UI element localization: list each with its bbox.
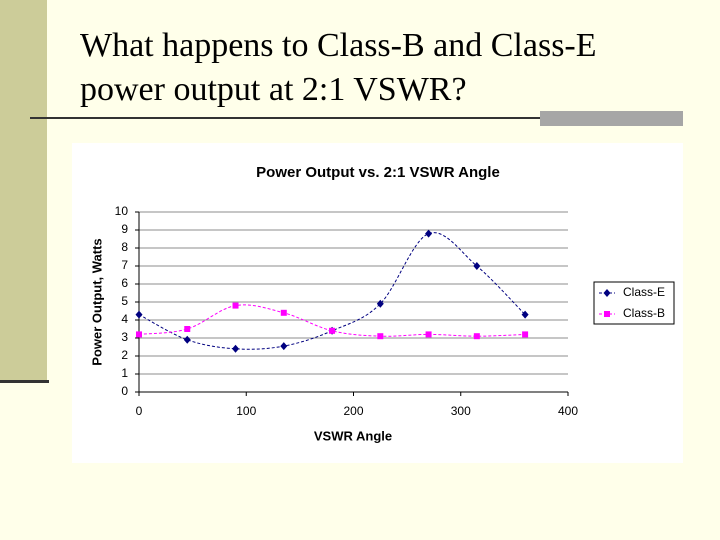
- side-strip: [0, 0, 47, 380]
- slide-title: What happens to Class-B and Class-E powe…: [80, 27, 597, 108]
- y-tick-label: 8: [121, 240, 128, 254]
- legend-marker: [604, 311, 610, 317]
- x-tick-label: 0: [136, 404, 143, 418]
- point: [183, 335, 191, 344]
- side-rule: [0, 380, 49, 383]
- y-axis-title: Power Output, Watts: [89, 238, 104, 365]
- y-tick-label: 10: [115, 204, 129, 218]
- point: [136, 331, 142, 338]
- y-tick-label: 1: [121, 366, 128, 380]
- legend-marker: [603, 289, 611, 297]
- point: [425, 331, 432, 338]
- x-axis-title: VSWR Angle: [314, 428, 392, 443]
- point: [280, 342, 288, 351]
- point: [377, 333, 384, 340]
- chart-title: Power Output vs. 2:1 VSWR Angle: [256, 164, 500, 181]
- point: [473, 262, 481, 270]
- y-tick-label: 5: [121, 294, 128, 308]
- point: [376, 299, 384, 308]
- title-block: [540, 111, 683, 126]
- chart-area: [72, 143, 683, 463]
- x-tick-label: 200: [343, 404, 363, 418]
- legend-label: Class-B: [623, 306, 665, 320]
- y-tick-label: 3: [121, 330, 128, 344]
- point: [280, 309, 287, 316]
- title-rule: [30, 117, 683, 119]
- x-tick-label: 100: [236, 404, 256, 418]
- point: [135, 310, 143, 319]
- y-tick-label: 0: [121, 384, 128, 398]
- x-tick-label: 400: [558, 404, 578, 418]
- point: [232, 344, 240, 353]
- point: [473, 333, 480, 340]
- y-tick-label: 9: [121, 222, 128, 236]
- point: [329, 327, 336, 334]
- point: [425, 229, 433, 238]
- x-tick-label: 300: [451, 404, 471, 418]
- y-tick-label: 4: [121, 312, 128, 326]
- series-line: [138, 232, 526, 350]
- y-tick-label: 2: [121, 348, 128, 362]
- legend-label: Class-E: [623, 285, 665, 299]
- point: [521, 310, 529, 319]
- point: [184, 326, 191, 332]
- y-tick-label: 6: [121, 276, 128, 290]
- point: [232, 302, 239, 309]
- y-tick-label: 7: [121, 258, 128, 272]
- point: [522, 331, 529, 338]
